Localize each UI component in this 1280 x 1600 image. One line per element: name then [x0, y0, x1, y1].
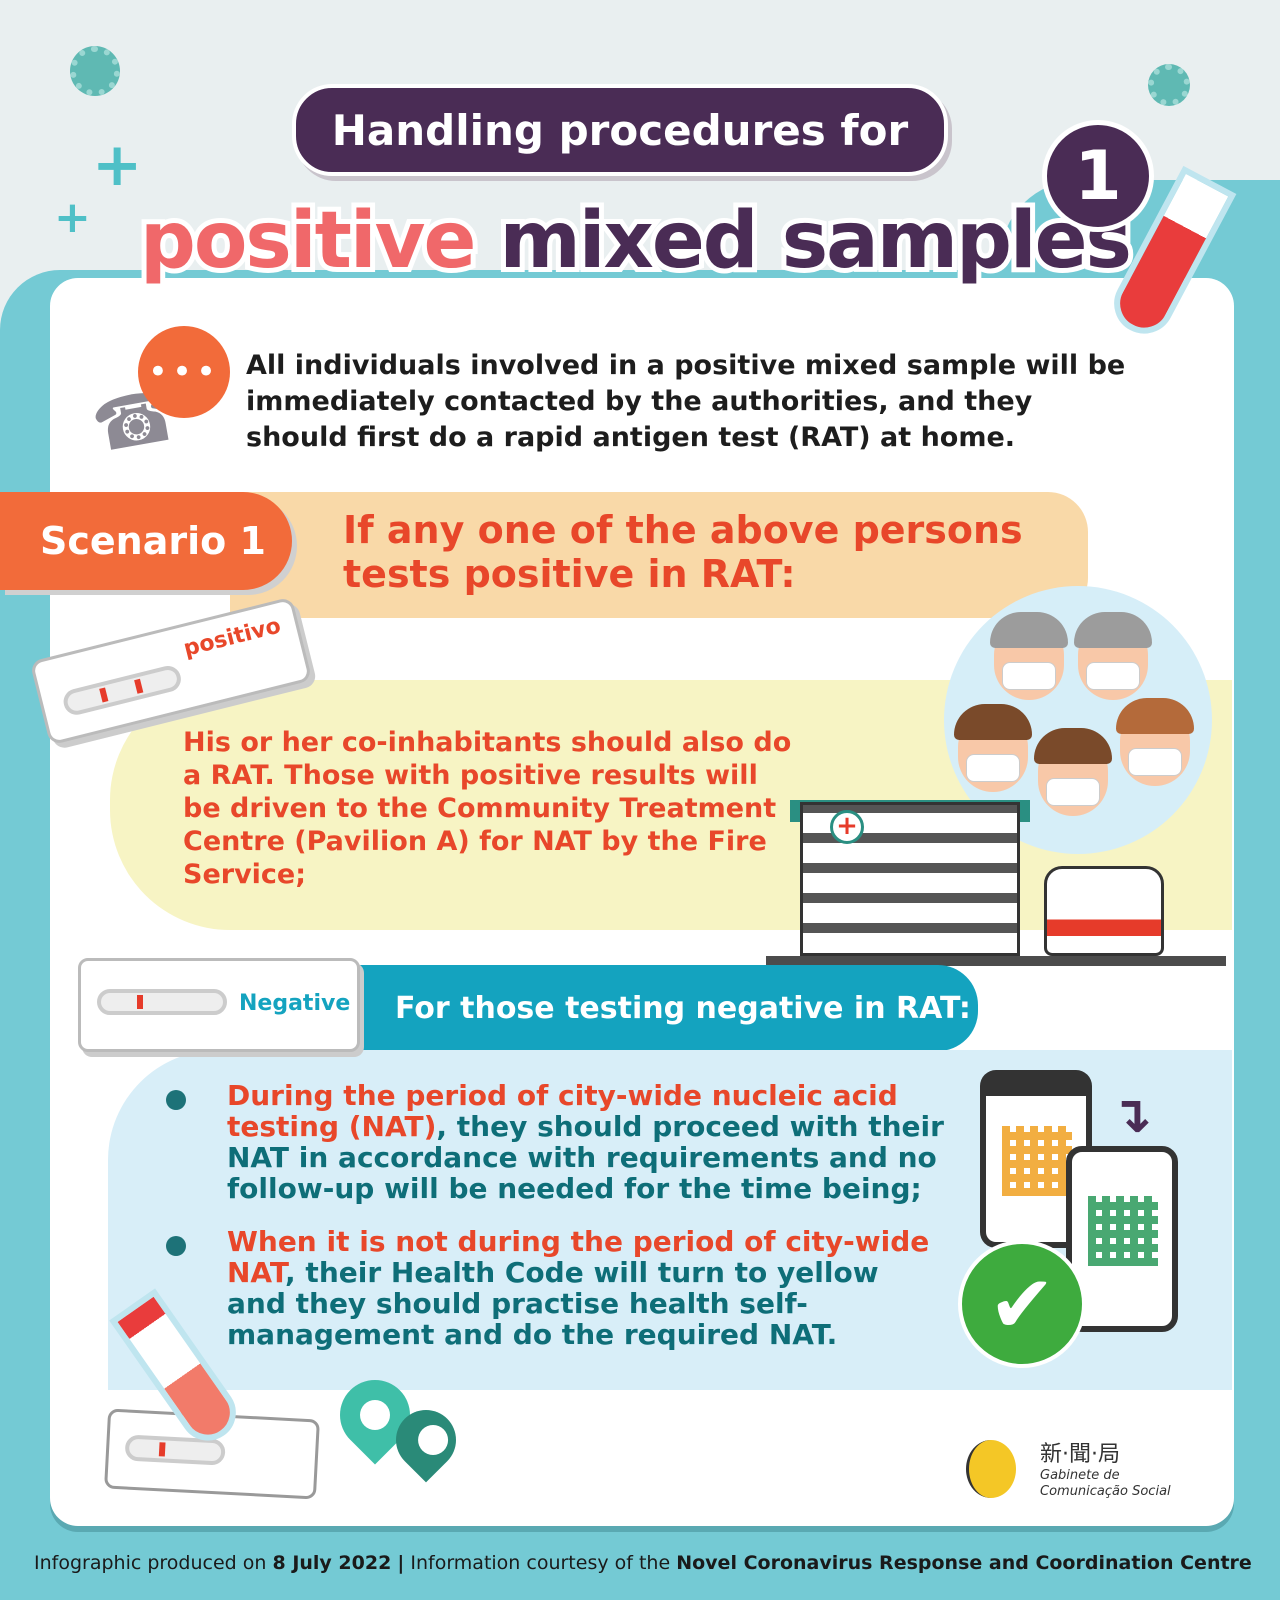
- virus-icon: [1148, 64, 1190, 106]
- footer-credit: Infographic produced on 8 July 2022 | In…: [34, 1552, 1274, 1574]
- bullet-icon: [166, 1236, 186, 1256]
- negative-label: Negative: [239, 991, 351, 1016]
- title-highlight: positive: [135, 191, 481, 291]
- bullet-highlight: During the period of city-wide nucleic a…: [227, 1079, 898, 1143]
- bullet-rest: , their Health Code will turn to yellow …: [227, 1256, 879, 1351]
- gcs-logo: 新·聞·局 Gabinete de Comunicação Social: [940, 1436, 1200, 1506]
- ambulance-icon: [1044, 866, 1164, 956]
- gcs-logo-chinese: 新·聞·局: [1040, 1442, 1120, 1467]
- footer-courtesy-label: Information courtesy of the: [410, 1552, 671, 1574]
- gcs-logo-name-line2: Comunicação Social: [1040, 1484, 1171, 1499]
- virus-icon: [70, 46, 120, 96]
- chat-bubble-icon: •••: [138, 326, 230, 418]
- negative-heading-band: For those testing negative in RAT:: [350, 965, 978, 1051]
- red-cross-icon: +: [830, 810, 864, 844]
- bullet-text: During the period of city-wide nucleic a…: [227, 1080, 947, 1204]
- gcs-logo-name-line1: Gabinete de: [1040, 1468, 1120, 1483]
- scenario-tab: Scenario 1: [0, 492, 292, 590]
- negative-test-kit-icon: Negative: [78, 958, 360, 1052]
- positive-instructions: His or her co-inhabitants should also do…: [183, 727, 792, 890]
- bullet-highlight: When it is not during the period of city…: [227, 1225, 930, 1289]
- page-title: positive mixed samples: [135, 191, 1137, 291]
- bullet-text: When it is not during the period of city…: [227, 1226, 947, 1350]
- positive-label: positivo: [181, 613, 284, 662]
- arrow-down-icon: ↴: [1110, 1086, 1152, 1144]
- intro-text: All individuals involved in a positive m…: [246, 350, 1126, 453]
- bullet-icon: [166, 1090, 186, 1110]
- scenario-heading-band: [230, 492, 1088, 618]
- title-pill: Handling procedures for: [292, 84, 948, 176]
- title-rest: mixed samples: [495, 191, 1137, 291]
- road: [766, 956, 1226, 966]
- step-badge: 1: [1042, 120, 1154, 232]
- footer-produced-label: Infographic produced on: [34, 1552, 267, 1574]
- checkmark-icon: ✔: [958, 1240, 1086, 1368]
- footer-source: Novel Coronavirus Response and Coordinat…: [676, 1552, 1252, 1574]
- scenario-heading: If any one of the above persons tests po…: [343, 508, 1023, 596]
- title-line1: Handling procedures for: [331, 105, 909, 155]
- scenario-tab-label: Scenario 1: [40, 519, 266, 563]
- plus-icon: +: [54, 192, 91, 243]
- bullet-rest: , they should proceed with their NAT in …: [227, 1110, 944, 1205]
- footer-date: 8 July 2022: [272, 1552, 392, 1574]
- plus-icon: +: [92, 130, 143, 200]
- negative-heading: For those testing negative in RAT:: [395, 990, 971, 1026]
- footer-separator: |: [397, 1552, 405, 1574]
- family-illustration: [944, 586, 1212, 854]
- gcs-logo-mark: [966, 1440, 1016, 1498]
